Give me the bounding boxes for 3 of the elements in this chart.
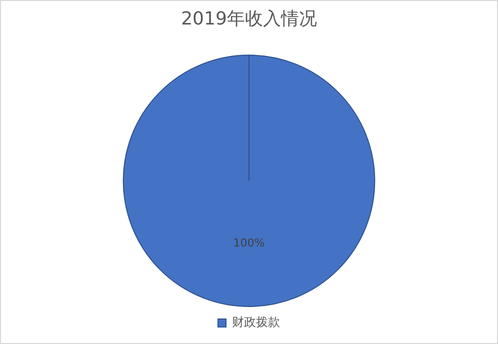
- legend-label: 财政拨款: [232, 315, 280, 330]
- chart-title: 2019年收入情况: [181, 8, 317, 30]
- data-label: 100%: [233, 236, 265, 250]
